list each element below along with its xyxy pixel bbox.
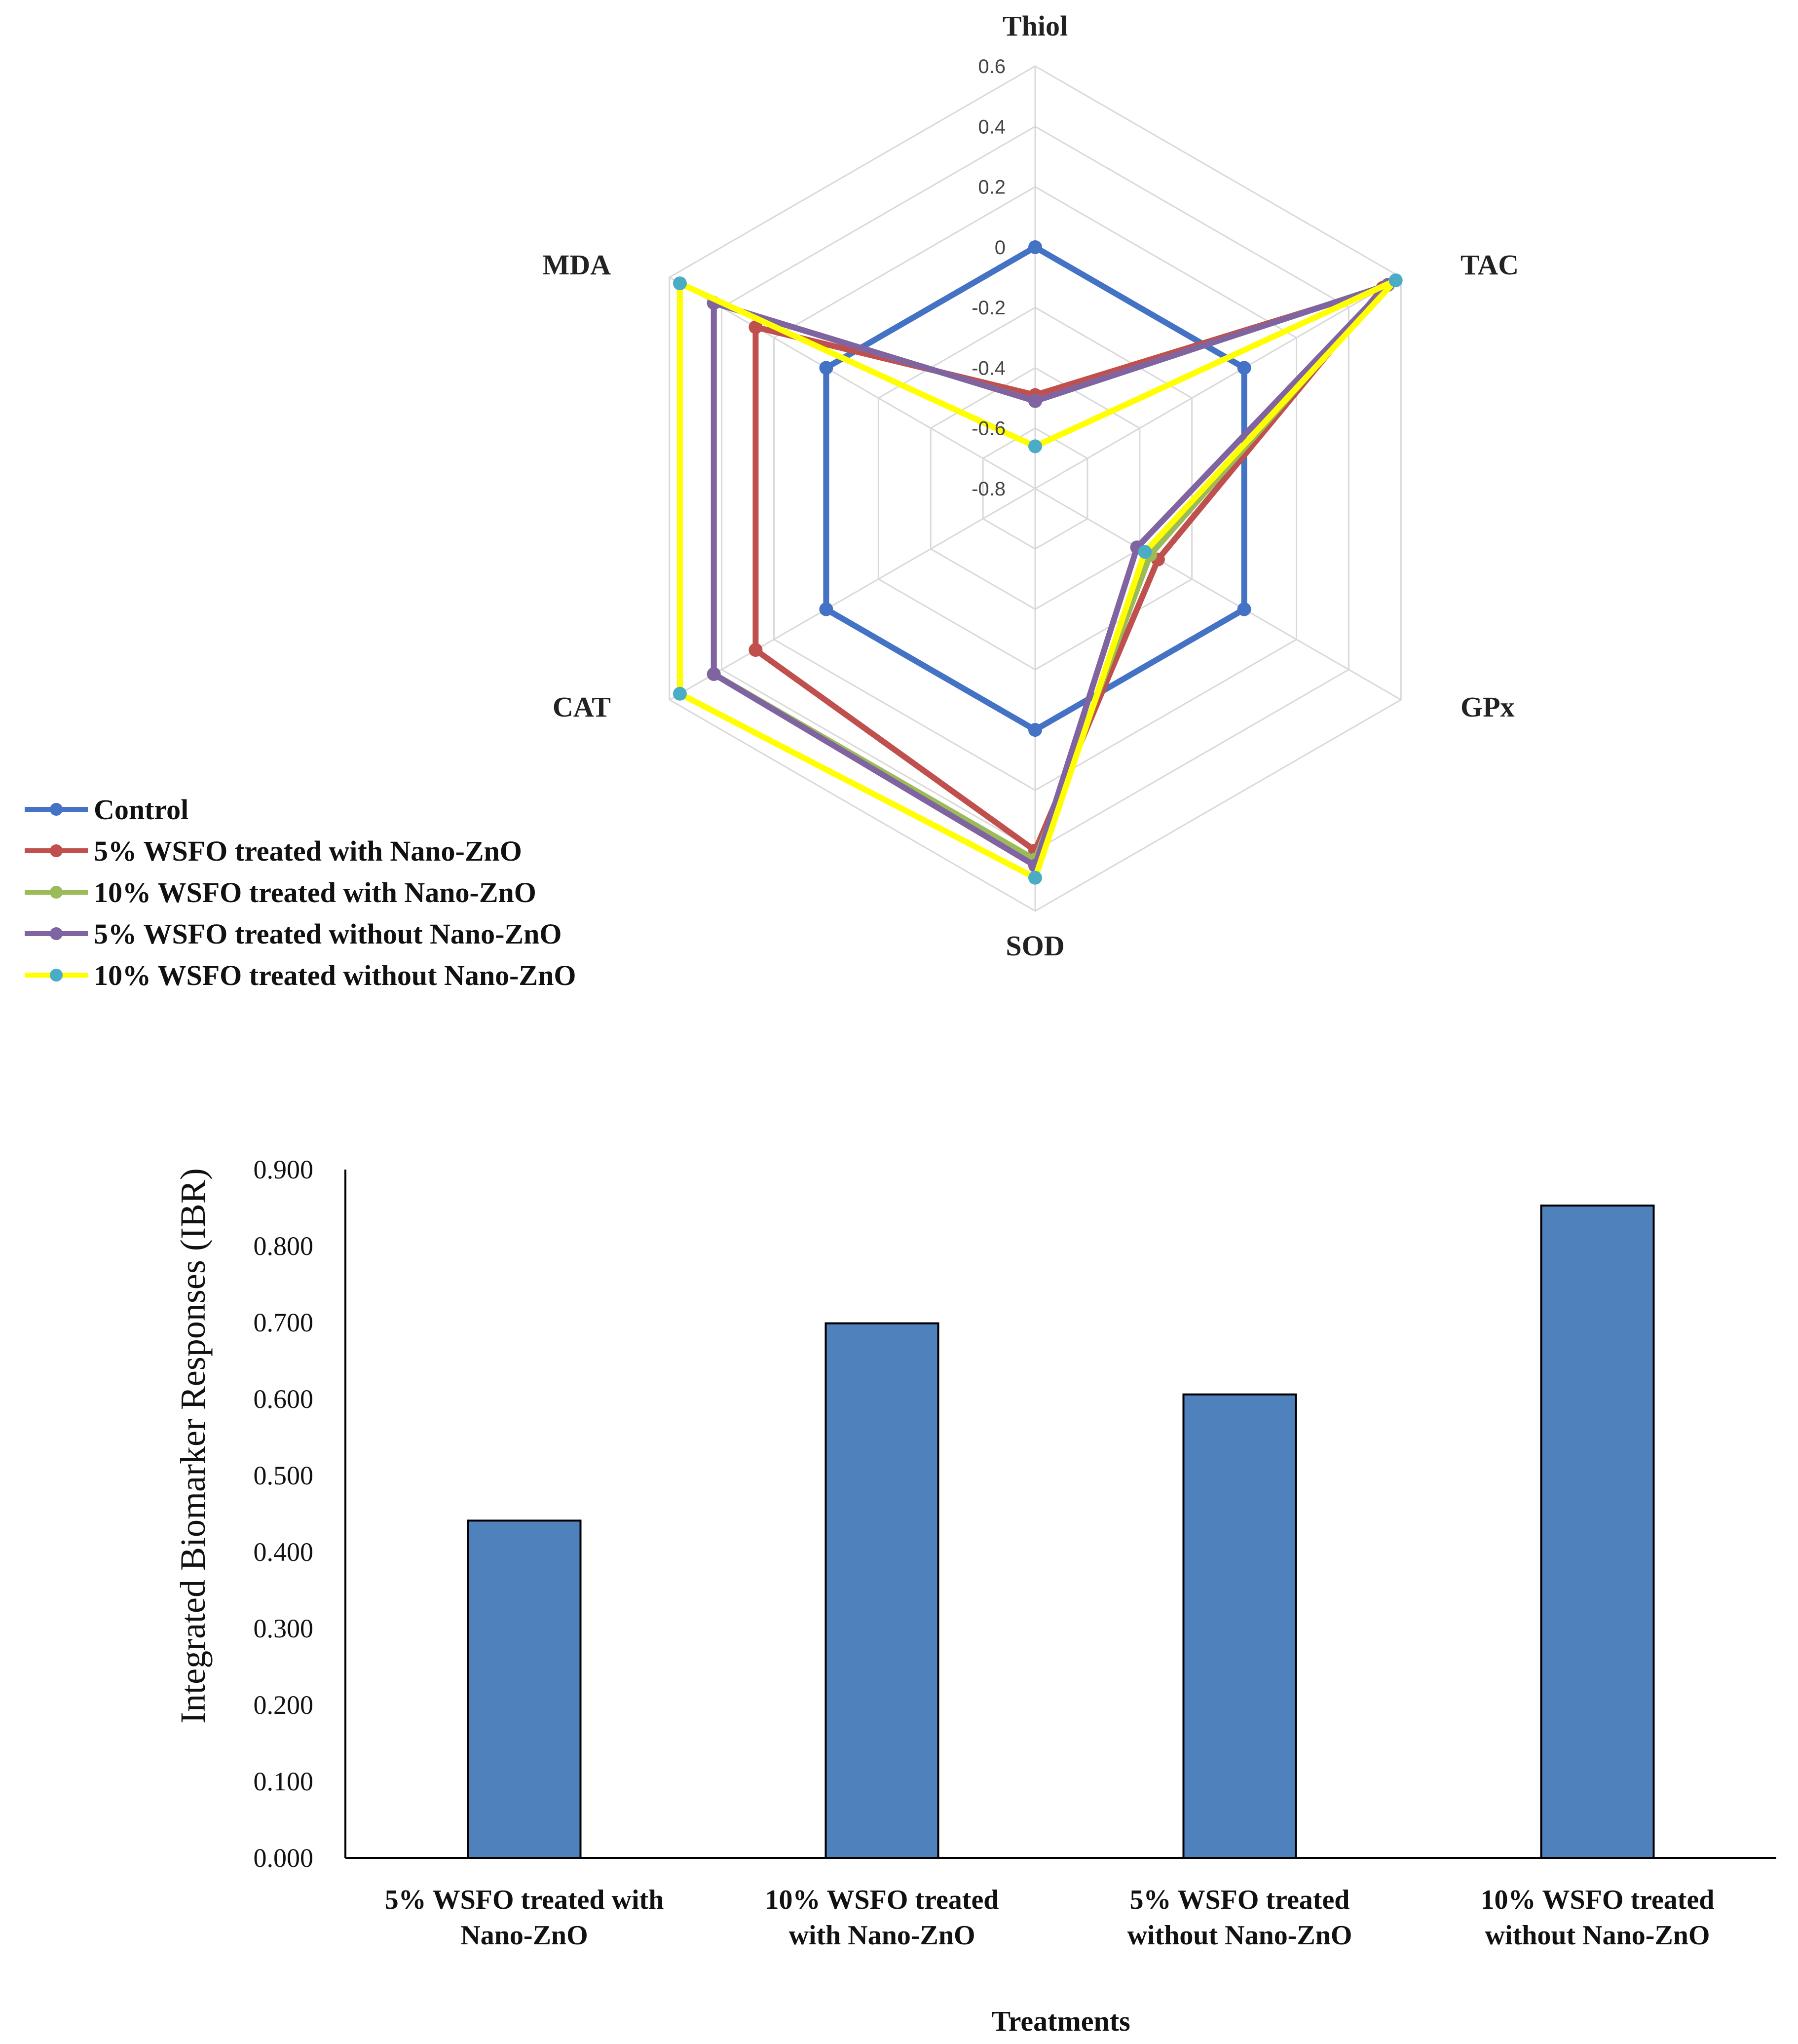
bar-y-tick-label: 0.600 bbox=[254, 1384, 314, 1414]
radar-point-cat bbox=[707, 667, 721, 681]
radar-tick-label: 0.6 bbox=[978, 56, 1006, 77]
bar-y-tick-label: 0.500 bbox=[254, 1461, 314, 1490]
radar-axis-label-cat: CAT bbox=[553, 691, 611, 723]
legend-swatch-marker bbox=[50, 803, 63, 816]
radar-chart: 0.6 0.4 0.2 0 -0.2 -0.4 -0.6 -0.8 Thiol TAC GPx SO… bbox=[25, 10, 1519, 991]
bar-chart: 0.000 0.100 0.200 0.300 0.400 0.500 0.600 0.700… bbox=[173, 1155, 1776, 2037]
radar-tick-label: 0 bbox=[995, 237, 1006, 259]
radar-axis-label-tac: TAC bbox=[1461, 249, 1519, 281]
radar-point-tac bbox=[1237, 361, 1251, 375]
bar-x-axis-label: Treatments bbox=[991, 2005, 1130, 2037]
radar-tick-label: -0.8 bbox=[972, 478, 1006, 500]
radar-point-sod bbox=[1028, 723, 1042, 737]
radar-series-control bbox=[819, 240, 1251, 737]
legend-label: 5% WSFO treated with Nano-ZnO bbox=[94, 835, 522, 867]
radar-spoke-cat bbox=[669, 488, 1036, 701]
legend-item-5-wsfo-treated-without-nano-zno: 5% WSFO treated without Nano-ZnO bbox=[25, 918, 562, 950]
legend-item-control: Control bbox=[25, 794, 188, 826]
radar-axis-labels: Thiol TAC GPx SOD CAT MDA bbox=[542, 10, 1519, 962]
radar-tick-label: -0.6 bbox=[972, 418, 1006, 440]
radar-point-sod bbox=[1028, 871, 1042, 885]
radar-line-5-wsfo-treated-without-nano-zno bbox=[711, 282, 1390, 871]
radar-point-cat bbox=[749, 643, 763, 657]
radar-axis-label-thiol: Thiol bbox=[1003, 10, 1068, 42]
bar-category-label: without Nano-ZnO bbox=[1127, 1920, 1352, 1951]
bar-y-axis-label: Integrated Biomarker Responses (IBR) bbox=[173, 1168, 213, 1724]
radar-spoke-tac bbox=[1035, 276, 1402, 490]
bar-y-tick-label: 0.800 bbox=[254, 1231, 314, 1261]
radar-point-mda bbox=[749, 320, 763, 334]
radar-point-thiol bbox=[1028, 240, 1042, 254]
bar-5-wsfo-treated-with-nano-zno bbox=[467, 1519, 582, 1859]
bar-10-wsfo-treated-with-nano-zno bbox=[824, 1322, 939, 1859]
legend-item-5-wsfo-treated-with-nano-zno: 5% WSFO treated with Nano-ZnO bbox=[25, 835, 522, 867]
bar-category-label: Nano-ZnO bbox=[460, 1920, 588, 1951]
bar-y-tick-label: 0.300 bbox=[254, 1614, 314, 1643]
radar-legend: Control 5% WSFO treated with Nano-ZnO 10% … bbox=[25, 794, 576, 991]
bar-category-label: with Nano-ZnO bbox=[788, 1920, 975, 1951]
bar-category-labels: 5% WSFO treated with Nano-ZnO 10% WSFO tre… bbox=[385, 1885, 1715, 1951]
legend-swatch-marker bbox=[50, 886, 63, 899]
bar-y-tick-label: 0.700 bbox=[254, 1308, 314, 1337]
legend-label: 10% WSFO treated with Nano-ZnO bbox=[94, 876, 536, 908]
bar-bars bbox=[467, 1204, 1655, 1859]
legend-swatch-marker bbox=[50, 969, 63, 982]
bar-10-wsfo-treated-without-nano-zno bbox=[1540, 1204, 1655, 1859]
bar-category-label: 5% WSFO treated with bbox=[385, 1885, 664, 1915]
radar-point-mda bbox=[673, 276, 687, 291]
radar-grid bbox=[669, 65, 1402, 912]
radar-axis-label-gpx: GPx bbox=[1461, 691, 1515, 723]
radar-point-thiol bbox=[1028, 394, 1042, 408]
radar-axis-label-sod: SOD bbox=[1006, 930, 1064, 962]
radar-spoke-gpx bbox=[1035, 488, 1402, 701]
legend-swatch-marker bbox=[50, 927, 63, 940]
radar-point-mda bbox=[819, 361, 833, 375]
radar-point-cat bbox=[819, 602, 833, 616]
bar-category-label: 5% WSFO treated bbox=[1130, 1885, 1350, 1915]
radar-point-cat bbox=[673, 686, 687, 701]
radar-series bbox=[673, 240, 1403, 885]
bar-category-label: 10% WSFO treated bbox=[765, 1885, 999, 1915]
radar-point-thiol bbox=[1028, 439, 1042, 454]
bar-y-tick-label: 0.900 bbox=[254, 1155, 314, 1184]
bar-y-tick-labels: 0.000 0.100 0.200 0.300 0.400 0.500 0.600 0.700… bbox=[254, 1155, 314, 1873]
radar-series-10-wsfo-treated-without-nano-zno bbox=[673, 273, 1403, 885]
bar-y-tick-label: 0.200 bbox=[254, 1690, 314, 1720]
radar-tick-labels: 0.6 0.4 0.2 0 -0.2 -0.4 -0.6 -0.8 bbox=[972, 56, 1006, 500]
radar-tick-label: 0.2 bbox=[978, 177, 1006, 198]
bar-category-label: without Nano-ZnO bbox=[1485, 1920, 1710, 1951]
radar-point-gpx bbox=[1138, 545, 1152, 559]
radar-series-5-wsfo-treated-without-nano-zno bbox=[707, 278, 1395, 873]
radar-tick-label: -0.2 bbox=[972, 297, 1006, 319]
legend-item-10-wsfo-treated-with-nano-zno: 10% WSFO treated with Nano-ZnO bbox=[25, 876, 536, 908]
radar-tick-label: 0.4 bbox=[978, 116, 1006, 138]
radar-spoke-mda bbox=[669, 276, 1036, 490]
legend-item-10-wsfo-treated-without-nano-zno: 10% WSFO treated without Nano-ZnO bbox=[25, 959, 576, 991]
bar-y-tick-label: 0.000 bbox=[254, 1843, 314, 1873]
legend-label: 5% WSFO treated without Nano-ZnO bbox=[94, 918, 562, 950]
bar-category-label: 10% WSFO treated bbox=[1481, 1885, 1715, 1915]
radar-line-10-wsfo-treated-with-nano-zno bbox=[711, 278, 1397, 864]
legend-label: Control bbox=[94, 794, 188, 826]
bar-5-wsfo-treated-without-nano-zno bbox=[1182, 1393, 1297, 1859]
radar-series-10-wsfo-treated-with-nano-zno bbox=[707, 278, 1397, 867]
legend-swatch-marker bbox=[50, 844, 63, 857]
radar-point-tac bbox=[1388, 273, 1403, 288]
bar-y-tick-label: 0.100 bbox=[254, 1767, 314, 1796]
radar-axis-label-mda: MDA bbox=[542, 249, 611, 281]
bar-axes bbox=[344, 1170, 1776, 1859]
legend-label: 10% WSFO treated without Nano-ZnO bbox=[94, 959, 576, 991]
radar-tick-label: -0.4 bbox=[972, 357, 1006, 379]
bar-y-tick-label: 0.400 bbox=[254, 1537, 314, 1567]
radar-point-gpx bbox=[1237, 602, 1251, 616]
